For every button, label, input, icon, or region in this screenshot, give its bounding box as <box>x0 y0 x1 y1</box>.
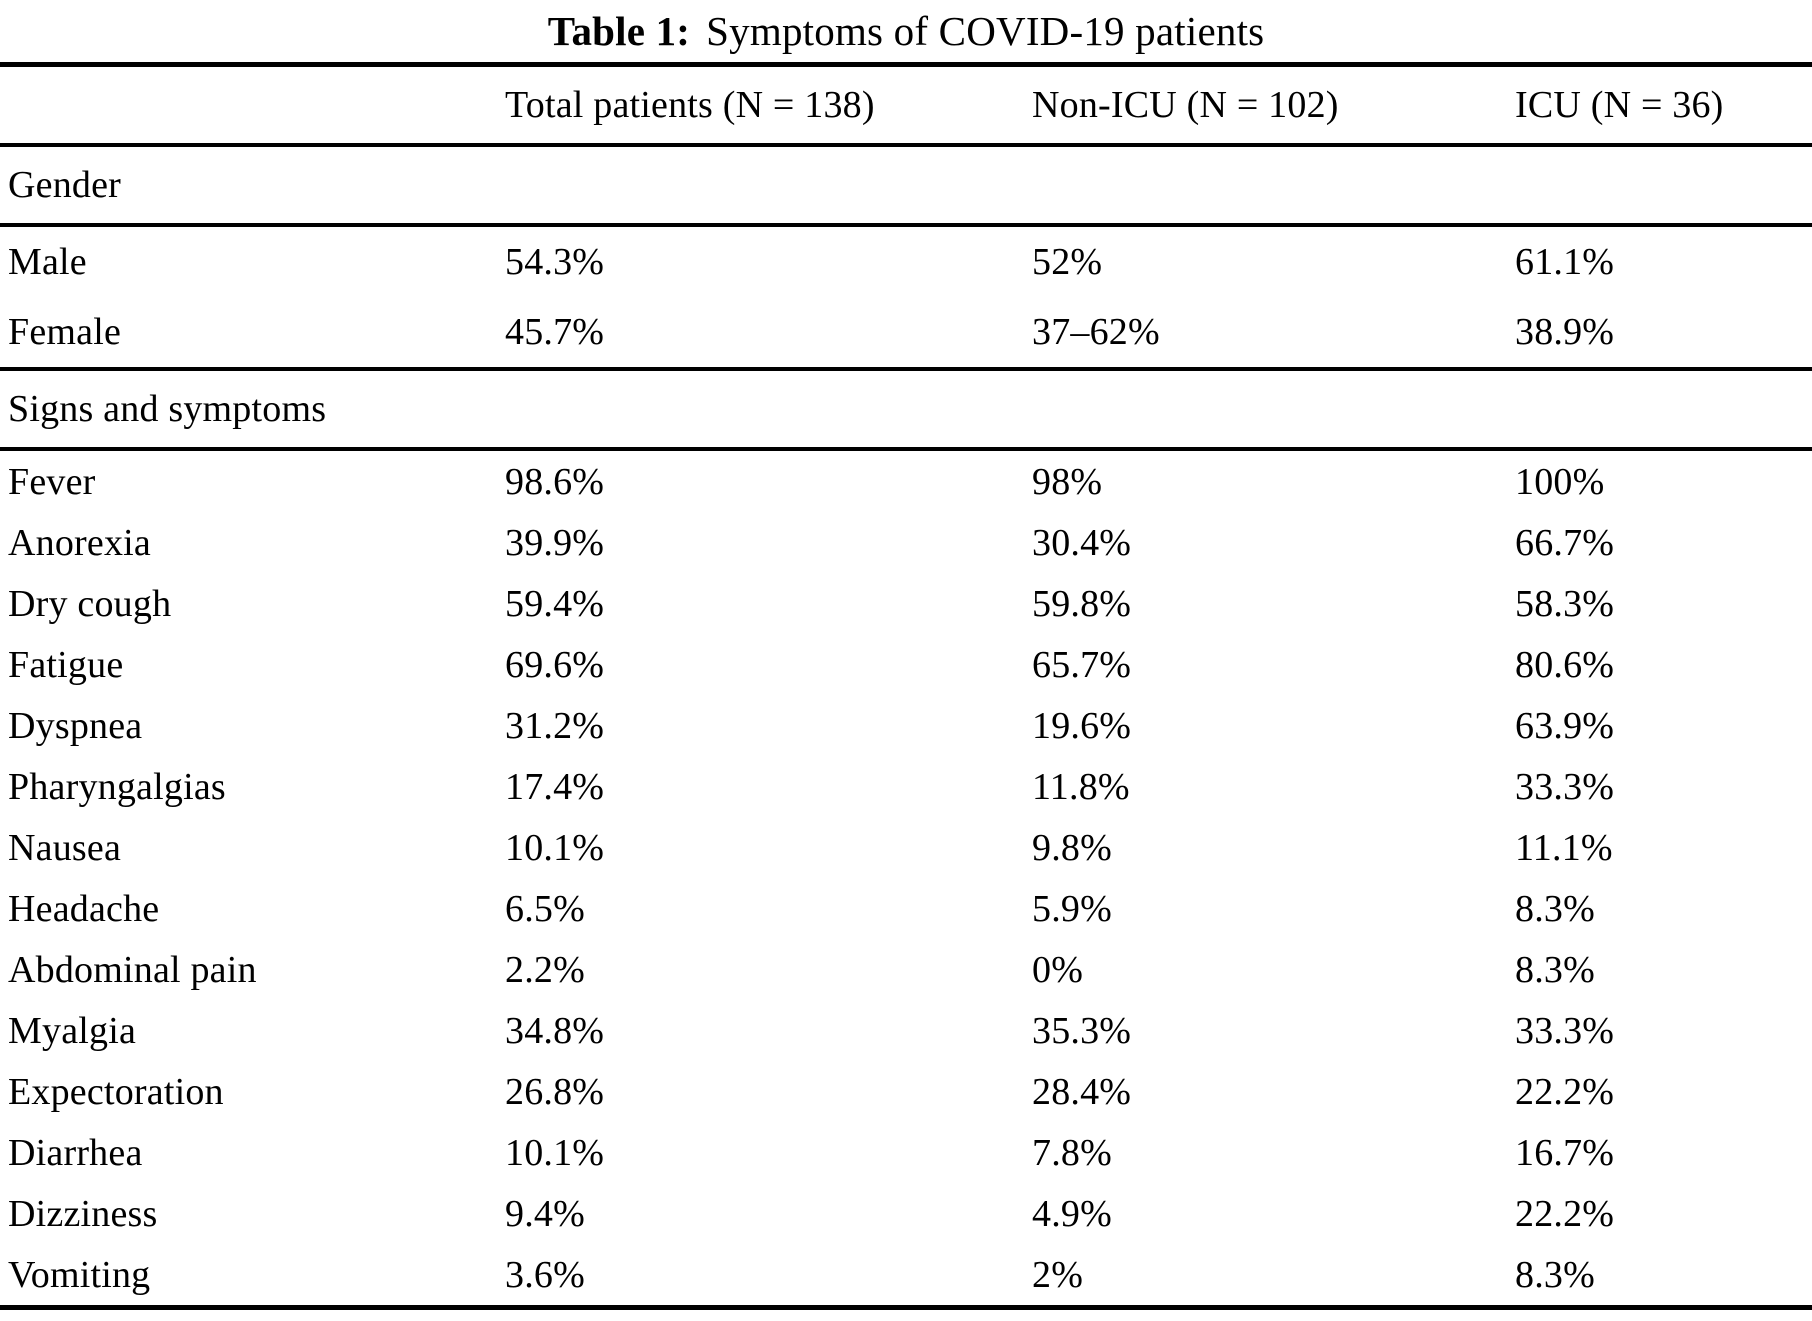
table-row: Headache 6.5% 5.9% 8.3% <box>0 878 1812 939</box>
cell-value: 16.7% <box>1515 1131 1615 1174</box>
cell-value: 9.8% <box>1032 826 1112 869</box>
cell-value: 31.2% <box>505 704 605 747</box>
table-caption-number: Table 1: <box>547 8 691 54</box>
table-row: Vomiting 3.6% 2% 8.3% <box>0 1244 1812 1305</box>
table-row: Expectoration 26.8% 28.4% 22.2% <box>0 1061 1812 1122</box>
table-row: Male 54.3% 52% 61.1% <box>0 227 1812 297</box>
bottom-rule <box>0 1305 1812 1310</box>
cell-value: 19.6% <box>1032 704 1132 747</box>
header-rule <box>0 143 1812 147</box>
cell-value: 98% <box>1032 460 1103 503</box>
table-row: Nausea 10.1% 9.8% 11.1% <box>0 817 1812 878</box>
cell-value: 52% <box>1032 241 1103 283</box>
cell-value: 61.1% <box>1515 241 1615 283</box>
row-label: Myalgia <box>8 1009 137 1052</box>
cell-value: 11.1% <box>1515 826 1613 869</box>
table-row: Abdominal pain 2.2% 0% 8.3% <box>0 939 1812 1000</box>
cell-value: 34.8% <box>505 1009 605 1052</box>
cell-value: 0% <box>1032 948 1084 991</box>
row-label: Fatigue <box>8 643 124 686</box>
table-row: Fever 98.6% 98% 100% <box>0 451 1812 512</box>
table-row: Pharyngalgias 17.4% 11.8% 33.3% <box>0 756 1812 817</box>
table-row: Anorexia 39.9% 30.4% 66.7% <box>0 512 1812 573</box>
table-header-row: Total patients (N = 138) Non-ICU (N = 102… <box>0 67 1812 143</box>
section-rule <box>0 367 1812 371</box>
cell-value: 63.9% <box>1515 704 1615 747</box>
cell-value: 33.3% <box>1515 765 1615 808</box>
cell-value: 80.6% <box>1515 643 1615 686</box>
table-row: Female 45.7% 37–62% 38.9% <box>0 297 1812 367</box>
row-label: Female <box>8 311 122 353</box>
table-body: Gender Male 54.3% 52% 61.1% Female 45.7% 37–62%… <box>0 147 1812 1310</box>
cell-value: 69.6% <box>505 643 605 686</box>
table-caption: Table 1: Symptoms of COVID-19 patients <box>0 0 1812 62</box>
section-rule <box>0 223 1812 227</box>
row-label: Anorexia <box>8 521 151 564</box>
cell-value: 6.5% <box>505 887 585 930</box>
table-caption-title: Symptoms of COVID-19 patients <box>706 8 1265 54</box>
cell-value: 22.2% <box>1515 1070 1615 1113</box>
row-label: Pharyngalgias <box>8 765 226 808</box>
row-label: Dizziness <box>8 1192 158 1235</box>
cell-value: 7.8% <box>1032 1131 1112 1174</box>
section-rule <box>0 447 1812 451</box>
cell-value: 28.4% <box>1032 1070 1132 1113</box>
row-label: Dry cough <box>8 582 172 625</box>
row-label: Headache <box>8 887 160 930</box>
column-header: Non-ICU (N = 102) <box>1032 84 1339 126</box>
cell-value: 100% <box>1515 460 1605 503</box>
table-row: Dyspnea 31.2% 19.6% 63.9% <box>0 695 1812 756</box>
table-row: Diarrhea 10.1% 7.8% 16.7% <box>0 1122 1812 1183</box>
cell-value: 39.9% <box>505 521 605 564</box>
cell-value: 17.4% <box>505 765 605 808</box>
cell-value: 2.2% <box>505 948 585 991</box>
cell-value: 3.6% <box>505 1253 585 1296</box>
table-row: Dizziness 9.4% 4.9% 22.2% <box>0 1183 1812 1244</box>
cell-value: 35.3% <box>1032 1009 1132 1052</box>
cell-value: 10.1% <box>505 826 605 869</box>
row-label: Male <box>8 241 87 283</box>
table-row: Dry cough 59.4% 59.8% 58.3% <box>0 573 1812 634</box>
cell-value: 98.6% <box>505 460 605 503</box>
cell-value: 65.7% <box>1032 643 1132 686</box>
column-header: Total patients (N = 138) <box>505 84 875 126</box>
cell-value: 11.8% <box>1032 765 1130 808</box>
cell-value: 30.4% <box>1032 521 1132 564</box>
section-header-row: Signs and symptoms <box>0 371 1812 447</box>
cell-value: 59.8% <box>1032 582 1132 625</box>
cell-value: 5.9% <box>1032 887 1112 930</box>
cell-value: 2% <box>1032 1253 1084 1296</box>
cell-value: 37–62% <box>1032 311 1160 353</box>
row-label: Fever <box>8 460 96 503</box>
table-row: Fatigue 69.6% 65.7% 80.6% <box>0 634 1812 695</box>
table-row: Myalgia 34.8% 35.3% 33.3% <box>0 1000 1812 1061</box>
row-label: Vomiting <box>8 1253 151 1296</box>
top-rule <box>0 62 1812 67</box>
column-header: ICU (N = 36) <box>1515 84 1724 126</box>
section-header-row: Gender <box>0 147 1812 223</box>
cell-value: 54.3% <box>505 241 605 283</box>
row-label: Abdominal pain <box>8 948 257 991</box>
row-label: Nausea <box>8 826 122 869</box>
cell-value: 9.4% <box>505 1192 585 1235</box>
cell-value: 26.8% <box>505 1070 605 1113</box>
section-header-label: Gender <box>8 164 122 206</box>
cell-value: 59.4% <box>505 582 605 625</box>
row-label: Expectoration <box>8 1070 224 1113</box>
cell-value: 10.1% <box>505 1131 605 1174</box>
row-label: Dyspnea <box>8 704 143 747</box>
cell-value: 8.3% <box>1515 887 1595 930</box>
cell-value: 33.3% <box>1515 1009 1615 1052</box>
cell-value: 4.9% <box>1032 1192 1112 1235</box>
cell-value: 22.2% <box>1515 1192 1615 1235</box>
row-label: Diarrhea <box>8 1131 143 1174</box>
cell-value: 8.3% <box>1515 1253 1595 1296</box>
cell-value: 58.3% <box>1515 582 1615 625</box>
cell-value: 66.7% <box>1515 521 1615 564</box>
cell-value: 38.9% <box>1515 311 1615 353</box>
section-header-label: Signs and symptoms <box>8 388 327 430</box>
cell-value: 45.7% <box>505 311 605 353</box>
cell-value: 8.3% <box>1515 948 1595 991</box>
